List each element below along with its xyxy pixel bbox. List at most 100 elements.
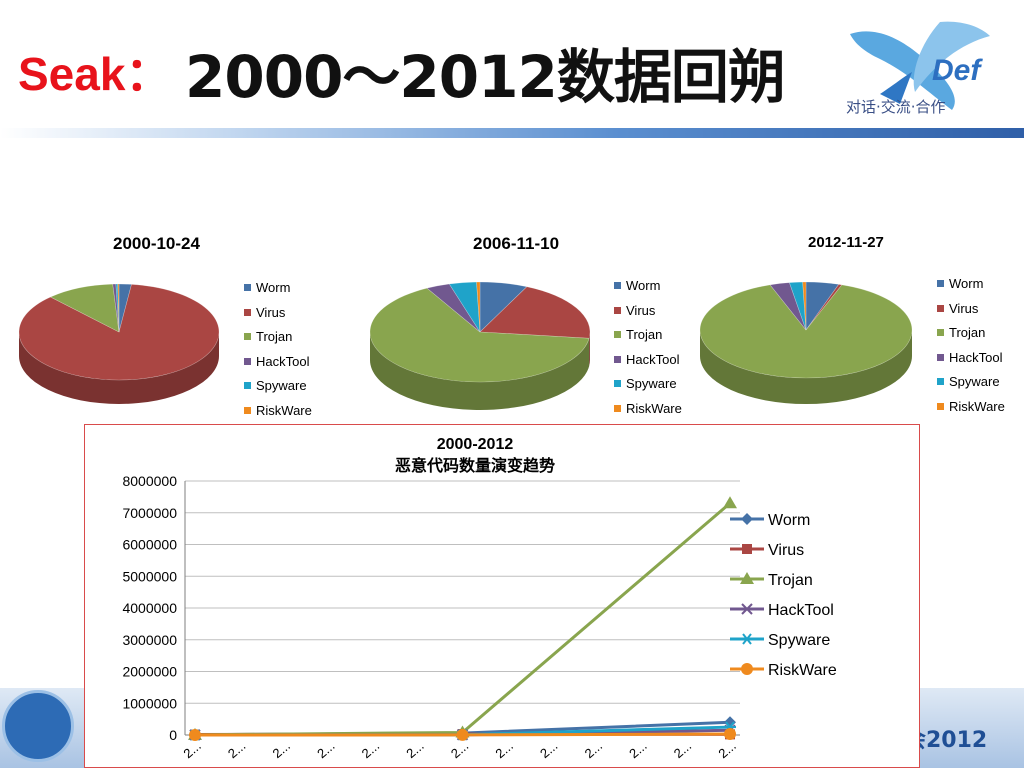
legend-label: Virus bbox=[256, 305, 285, 320]
x-tick-label: 2... bbox=[537, 738, 560, 761]
legend-item-virus: Virus bbox=[244, 301, 312, 326]
legend-item-worm: Worm bbox=[937, 272, 1005, 297]
data-point-legend-virus bbox=[742, 544, 752, 554]
legend-label: HackTool bbox=[949, 350, 1002, 365]
line-legend-label: Virus bbox=[768, 542, 804, 559]
legend-swatch bbox=[937, 305, 944, 312]
legend-label: Trojan bbox=[949, 325, 985, 340]
x-tick-label: 2... bbox=[403, 738, 426, 761]
legend-label: Worm bbox=[626, 278, 660, 293]
y-tick-label: 3000000 bbox=[122, 632, 177, 648]
y-tick-label: 7000000 bbox=[122, 505, 177, 521]
legend-swatch bbox=[614, 356, 621, 363]
x-tick-label: 2... bbox=[180, 738, 203, 761]
x-tick-label: 2... bbox=[492, 738, 515, 761]
legend-label: Worm bbox=[256, 280, 290, 295]
line-legend-item-riskware: RiskWare bbox=[730, 662, 837, 679]
line-legend-item-virus: Virus bbox=[730, 542, 804, 559]
y-tick-label: 2000000 bbox=[122, 664, 177, 680]
legend-item-trojan: Trojan bbox=[244, 325, 312, 350]
legend-item-hacktool: HackTool bbox=[244, 350, 312, 375]
line-chart-panel: 2000-2012 恶意代码数量演变趋势 0 1000000 2000000 300000… bbox=[84, 424, 920, 768]
data-point-riskware bbox=[189, 729, 201, 741]
line-legend-label: Worm bbox=[768, 512, 810, 529]
y-tick-label: 4000000 bbox=[122, 600, 177, 616]
x-tick-label: 2... bbox=[448, 738, 471, 761]
legend-swatch bbox=[244, 284, 251, 291]
data-point-legend-worm bbox=[741, 513, 753, 525]
legend-item-trojan: Trojan bbox=[614, 323, 682, 348]
legend-swatch bbox=[937, 329, 944, 336]
x-tick-label: 2... bbox=[715, 738, 738, 761]
legend-item-hacktool: HackTool bbox=[937, 346, 1005, 371]
page-title: 2000～2012数据回朔 bbox=[185, 30, 785, 114]
line-legend-label: Spyware bbox=[768, 632, 830, 649]
data-point-riskware bbox=[457, 729, 469, 741]
legend-item-worm: Worm bbox=[244, 276, 312, 301]
legend-label: Trojan bbox=[256, 329, 292, 344]
line-legend-label: HackTool bbox=[768, 602, 834, 619]
series-line-trojan bbox=[195, 503, 730, 735]
pie-legend-2: Worm Virus Trojan HackTool Spyware RiskWare bbox=[614, 274, 682, 421]
pie-title-3: 2012-11-27 bbox=[808, 234, 884, 251]
data-point-trojan bbox=[723, 496, 737, 508]
legend-item-hacktool: HackTool bbox=[614, 348, 682, 373]
pie-title-2: 2006-11-10 bbox=[473, 234, 559, 254]
y-tick-label: 1000000 bbox=[122, 695, 177, 711]
legend-label: Spyware bbox=[256, 378, 307, 393]
x-tick-label: 2... bbox=[359, 738, 382, 761]
legend-item-riskware: RiskWare bbox=[244, 399, 312, 424]
logo-tagline: 对话·交流·合作 bbox=[846, 96, 946, 117]
legend-item-spyware: Spyware bbox=[937, 370, 1005, 395]
university-emblem-icon bbox=[2, 690, 74, 762]
legend-swatch bbox=[244, 309, 251, 316]
legend-swatch bbox=[937, 403, 944, 410]
x-tick-label: 2... bbox=[225, 738, 248, 761]
x-tick-label: 2... bbox=[582, 738, 605, 761]
pie-chart-2000 bbox=[10, 280, 228, 410]
line-legend-label: Trojan bbox=[768, 572, 813, 589]
legend-label: HackTool bbox=[626, 352, 679, 367]
x-tick-label: 2... bbox=[671, 738, 694, 761]
legend-swatch bbox=[937, 378, 944, 385]
legend-swatch bbox=[244, 333, 251, 340]
legend-label: RiskWare bbox=[949, 399, 1005, 414]
line-chart: 2000-2012 恶意代码数量演变趋势 0 1000000 2000000 300000… bbox=[85, 425, 921, 769]
line-legend-item-trojan: Trojan bbox=[730, 572, 813, 589]
logo-text: Def bbox=[932, 54, 983, 87]
legend-item-spyware: Spyware bbox=[614, 372, 682, 397]
line-chart-title: 2000-2012 bbox=[437, 436, 514, 453]
legend-item-spyware: Spyware bbox=[244, 374, 312, 399]
legend-item-riskware: RiskWare bbox=[937, 395, 1005, 420]
x-tick-label: 2... bbox=[314, 738, 337, 761]
x-tick-label: 2... bbox=[270, 738, 293, 761]
legend-swatch bbox=[614, 405, 621, 412]
legend-swatch bbox=[614, 282, 621, 289]
legend-swatch bbox=[614, 307, 621, 314]
legend-item-riskware: RiskWare bbox=[614, 397, 682, 422]
title-prefix: Seak： bbox=[18, 38, 171, 104]
legend-label: RiskWare bbox=[626, 401, 682, 416]
data-point-legend-riskware bbox=[741, 663, 753, 675]
data-point-riskware bbox=[724, 728, 736, 740]
line-legend-label: RiskWare bbox=[768, 662, 837, 679]
line-chart-subtitle: 恶意代码数量演变趋势 bbox=[395, 456, 555, 475]
legend-label: HackTool bbox=[256, 354, 309, 369]
legend-swatch bbox=[244, 382, 251, 389]
legend-swatch bbox=[244, 358, 251, 365]
legend-item-worm: Worm bbox=[614, 274, 682, 299]
y-tick-label: 8000000 bbox=[122, 473, 177, 489]
line-legend-item-hacktool: HackTool bbox=[730, 602, 834, 619]
legend-item-virus: Virus bbox=[614, 299, 682, 324]
header-divider bbox=[0, 128, 1024, 138]
pie-legend-1: Worm Virus Trojan HackTool Spyware RiskWare bbox=[244, 276, 312, 423]
y-tick-label: 0 bbox=[169, 727, 177, 743]
legend-label: Virus bbox=[626, 303, 655, 318]
pie-chart-2006 bbox=[362, 278, 598, 418]
legend-label: Trojan bbox=[626, 327, 662, 342]
legend-item-trojan: Trojan bbox=[937, 321, 1005, 346]
legend-swatch bbox=[937, 354, 944, 361]
data-point-legend-spyware bbox=[741, 634, 753, 644]
legend-swatch bbox=[244, 407, 251, 414]
